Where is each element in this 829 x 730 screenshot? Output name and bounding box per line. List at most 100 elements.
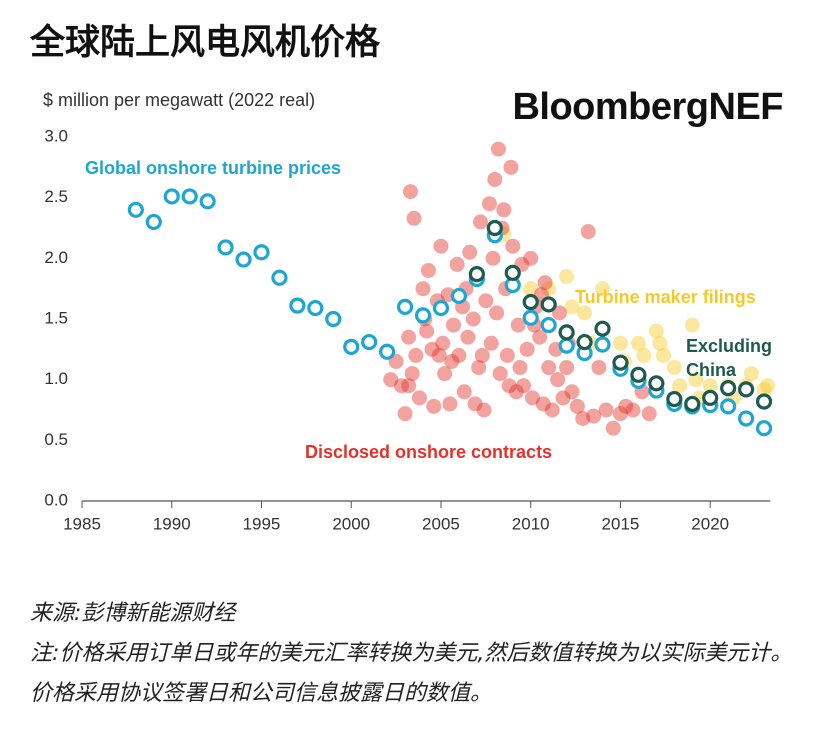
y-tick-label: 2.0 [44,248,68,267]
point [756,381,772,397]
point [594,320,611,337]
point [485,250,501,266]
point [492,366,508,382]
point [612,354,629,371]
point [702,389,719,406]
point [471,360,487,376]
point [738,410,755,427]
point [684,317,700,333]
x-tick-label: 2020 [691,514,729,533]
point [551,305,567,321]
point [433,238,449,254]
point [656,347,672,363]
point [476,402,492,418]
point [688,372,704,388]
point [415,281,431,297]
x-tick-label: 2005 [422,514,460,533]
point [426,398,442,414]
point [253,244,270,261]
x-tick-label: 1985 [63,514,101,533]
point [393,378,409,394]
point [181,188,198,205]
point [127,201,144,218]
x-tick-label: 1990 [153,514,191,533]
point [414,307,432,324]
point [289,297,306,314]
point [555,390,571,406]
point [618,398,634,414]
point [612,406,628,422]
x-tick-label: 2010 [512,514,550,533]
point [537,275,553,291]
series-label: Excluding China [686,336,773,380]
point [235,251,252,268]
point [361,333,378,351]
point [666,360,682,376]
x-tick-label: 2000 [332,514,370,533]
point [666,390,683,408]
point [544,402,560,418]
point [402,184,418,200]
point [720,398,737,415]
point [462,244,478,260]
point [522,293,539,311]
point [468,266,485,283]
point [379,343,396,360]
point [591,360,607,376]
point [145,213,162,231]
point [564,299,580,315]
y-tick-label: 0.5 [44,430,68,449]
point [478,293,494,309]
point [577,305,593,321]
point [702,378,718,394]
point [424,341,440,357]
point [501,378,517,394]
point [541,360,557,376]
note: 注:价格采用订单日或年的美元汇率转换为美元,然后数值转换为以实际美元计。价格采用… [30,641,793,706]
source: 来源:彭博新能源财经 [30,601,236,626]
point [540,316,557,334]
point [483,335,499,351]
point [505,238,521,254]
point [401,329,417,345]
point [738,381,755,398]
point [720,380,737,397]
point [437,366,453,382]
point [487,171,503,187]
point [648,375,665,392]
point [474,347,490,363]
point [743,366,759,382]
point [450,287,468,305]
point [442,396,458,412]
point [510,317,526,333]
point [575,410,591,426]
point [523,250,539,266]
point [648,323,664,339]
y-tick-label: 2.5 [44,187,68,206]
series-label: Disclosed onshore contracts [305,442,553,462]
point [383,372,399,388]
point [490,141,506,157]
point [559,269,575,285]
point [672,378,688,394]
point [481,196,497,212]
point [401,378,417,394]
point [420,262,436,278]
point [271,269,288,286]
point [512,360,528,376]
point [396,298,414,315]
y-tick-label: 1.5 [44,308,68,327]
point [307,299,324,317]
point [558,337,575,354]
point [343,338,360,356]
point [564,384,580,400]
point [522,309,539,326]
point [605,420,621,436]
point [541,281,557,297]
y-axis-label: $ million per megawatt (2022 real) [43,90,316,110]
point [684,395,701,413]
point [406,210,422,226]
point [535,396,551,412]
point [460,329,476,345]
